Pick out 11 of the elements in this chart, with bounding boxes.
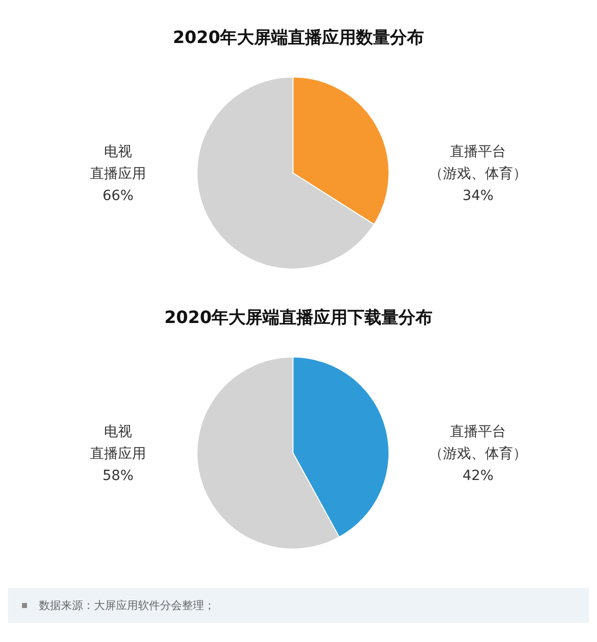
data-label: 58%	[102, 468, 134, 484]
slice-label: 直播平台（游戏、体育）	[429, 424, 527, 462]
chart-title: 2020年大屏端直播应用下载量分布	[163, 307, 434, 330]
slice-label: 直播平台（游戏、体育）	[429, 144, 527, 182]
data-label: 34%	[462, 188, 494, 204]
chart-title: 2020年大屏端直播应用数量分布	[172, 27, 426, 50]
slice-label: 电视直播应用	[90, 424, 146, 462]
slice-label: 电视直播应用	[90, 144, 146, 182]
data-label: 66%	[102, 188, 134, 204]
source-note: 数据来源：大屏应用软件分会整理；	[39, 598, 215, 613]
data-label: 42%	[462, 468, 494, 484]
